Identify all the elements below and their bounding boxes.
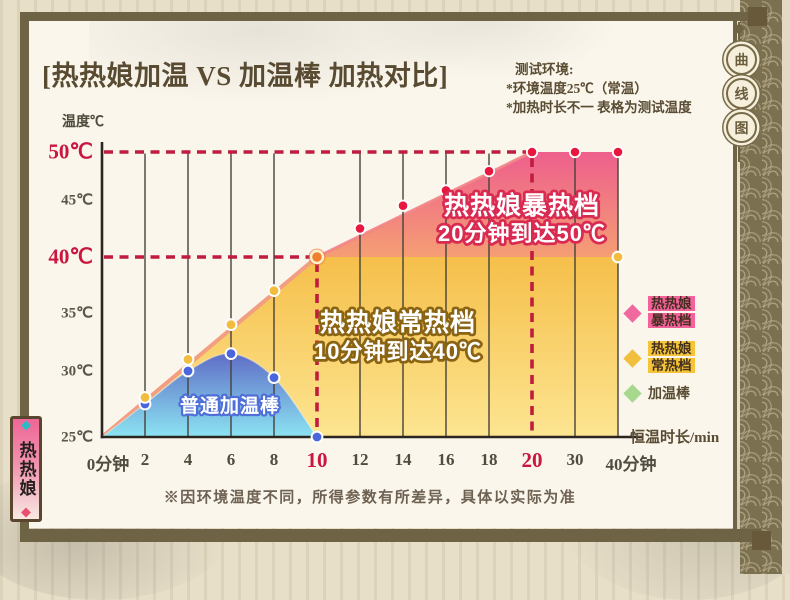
y-tick-label: 45℃ — [61, 192, 93, 209]
y-tick-label: 25℃ — [61, 429, 93, 446]
x-tick-label: 18 — [480, 450, 498, 469]
page-title: [热热娘加温 VS 加温棒 加热对比] — [42, 61, 449, 91]
legend-row: 热热娘 常热档 — [623, 341, 695, 375]
test-environment-note: 测试环境: *环境温度25℃（常温） *加热时长不一 表格为测试温度 — [506, 60, 692, 117]
x-tick-label: 0分钟 — [86, 455, 130, 474]
stamp-seal-tu: 图 — [726, 112, 757, 143]
stamp-char: 曲 — [734, 53, 749, 69]
legend-row: 加温棒 — [623, 384, 695, 403]
x-tick-label: 40分钟 — [605, 455, 657, 474]
legend-row: 热热娘 暴热档 — [623, 296, 695, 330]
y-tick-label: 40℃ — [48, 244, 93, 269]
y-tick-label: 35℃ — [61, 305, 93, 322]
env-note-line: *加热时长不一 表格为测试温度 — [506, 100, 692, 115]
stamp-char: 线 — [734, 87, 749, 103]
env-note-line: *环境温度25℃（常温） — [506, 81, 648, 96]
stamp-seal-xian: 线 — [726, 78, 757, 109]
y-tick-label: 50℃ — [48, 139, 93, 164]
legend-label: 热热娘 常热档 — [648, 341, 695, 375]
legend-diamond-icon — [623, 303, 642, 323]
x-tick-label: 14 — [394, 450, 412, 469]
chart-legend: 热热娘 暴热档 热热娘 常热档加温棒 — [623, 296, 695, 412]
x-axis-title: 恒温时长/min — [630, 430, 720, 446]
x-tick-label: 30 — [566, 450, 584, 469]
x-tick-label: 4 — [183, 450, 193, 469]
legend-diamond-icon — [623, 384, 642, 403]
frame-corner-cap — [748, 7, 767, 26]
legend-label: 加温棒 — [648, 385, 690, 401]
x-tick-label: 2 — [140, 450, 150, 469]
x-tick-label: 16 — [437, 450, 455, 469]
x-tick-label: 20 — [521, 448, 543, 472]
brand-banner: 热热娘 — [10, 416, 42, 522]
frame-corner-cap — [752, 531, 771, 550]
x-tick-label: 10 — [306, 448, 328, 472]
banner-diamond-icon — [21, 420, 31, 431]
frame-right-line — [733, 12, 737, 532]
legend-label: 热热娘 暴热档 — [648, 296, 695, 330]
x-tick-label: 8 — [269, 450, 279, 469]
stamp-char: 图 — [734, 121, 749, 137]
env-note-heading: 测试环境: — [515, 62, 574, 77]
banner-text: 热热娘 — [16, 440, 36, 498]
frame-bottom-bar — [20, 529, 761, 542]
x-tick-label: 12 — [351, 450, 369, 469]
page-edge-strip — [782, 0, 790, 574]
y-tick-label: 30℃ — [61, 363, 93, 380]
legend-diamond-icon — [623, 348, 642, 368]
disclaimer-text: ※因环境温度不同，所得参数有所差异，具体以实际为准 — [163, 490, 577, 506]
y-axis-title: 温度℃ — [62, 115, 104, 130]
frame-top-bar — [20, 12, 751, 21]
frame-left-bar — [20, 12, 29, 541]
banner-diamond-icon — [21, 507, 31, 518]
x-tick-label: 6 — [226, 450, 236, 469]
stamp-seal-qu: 曲 — [726, 44, 757, 75]
